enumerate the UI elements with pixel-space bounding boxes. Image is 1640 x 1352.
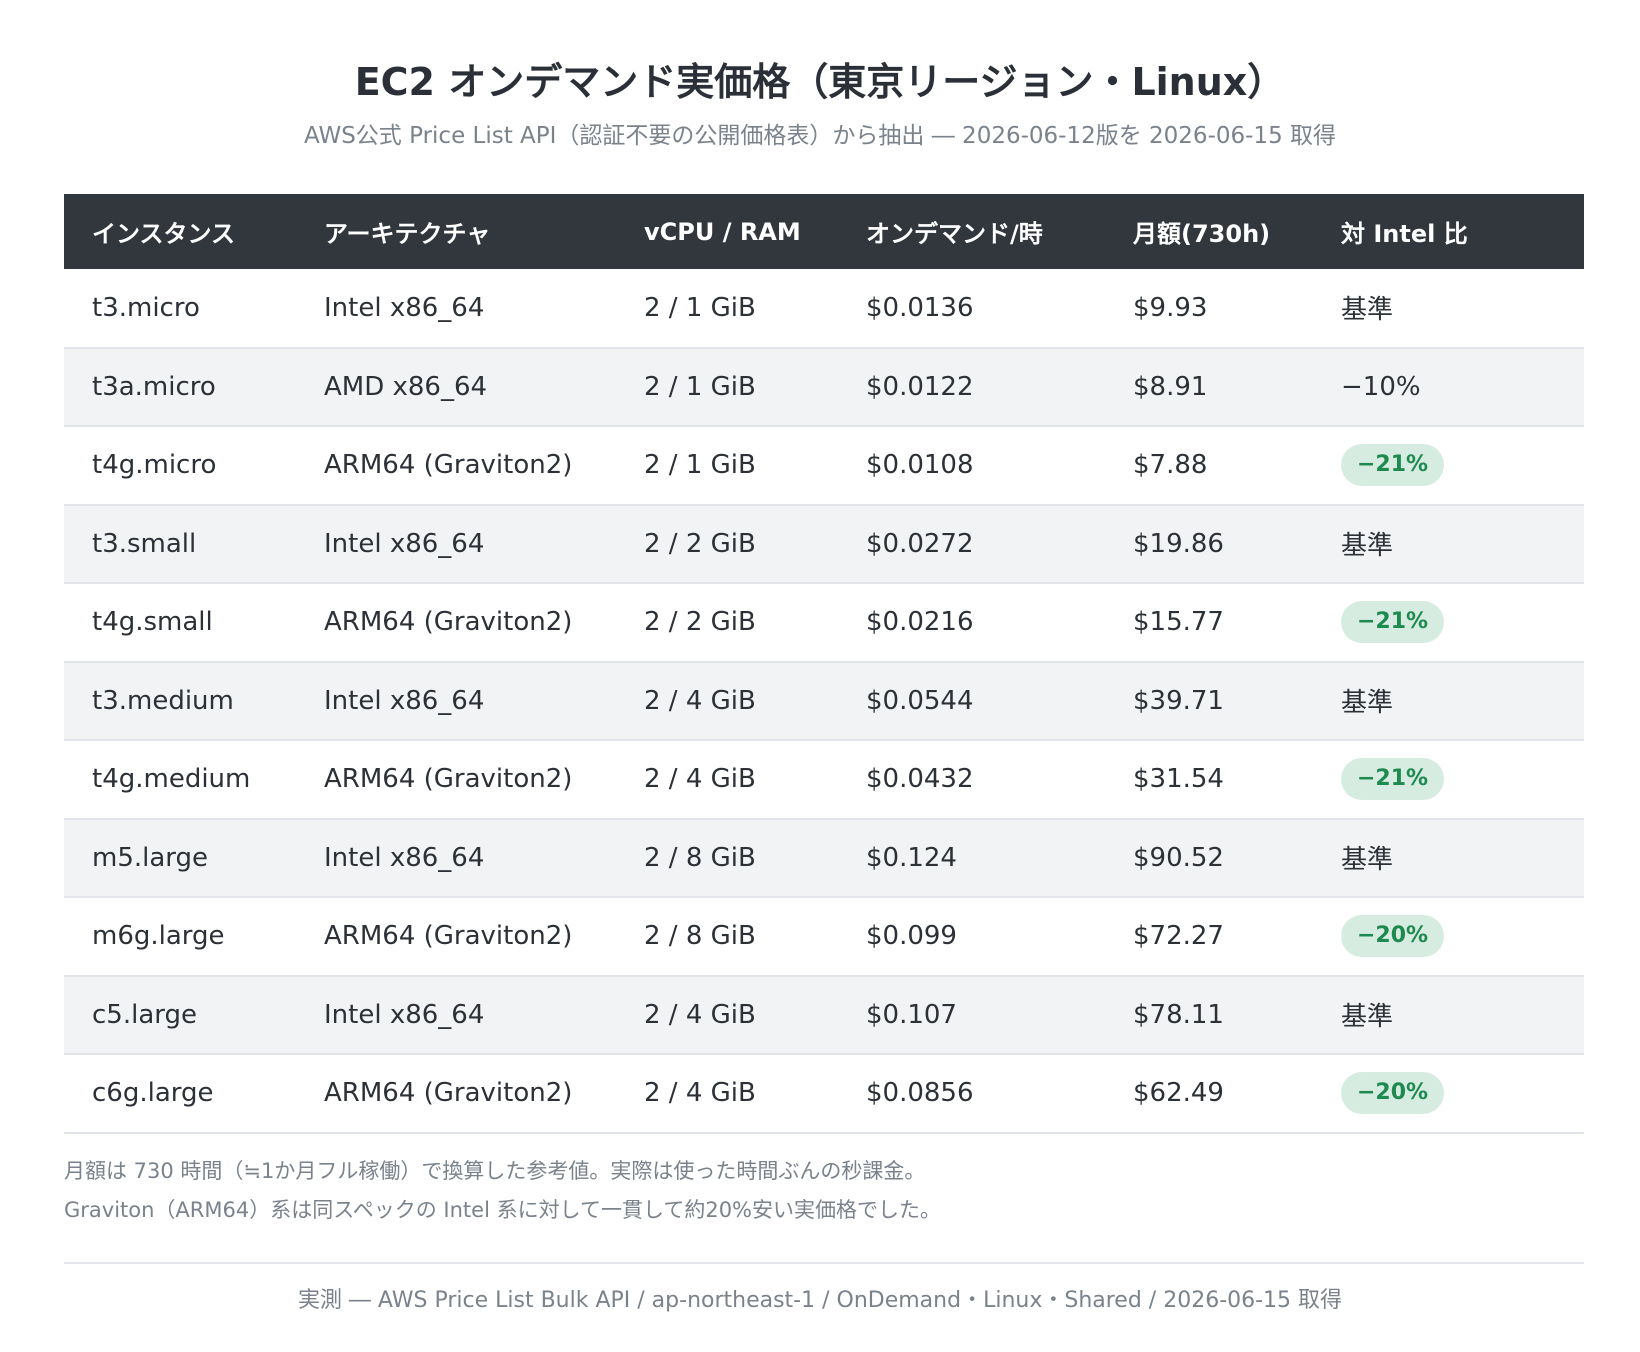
cell-vcpu-ram: 2 / 8 GiB [616,897,838,977]
cell-vcpu-ram: 2 / 4 GiB [616,661,838,741]
column-header-hourly: オンデマンド/時 [838,194,1105,269]
cell-intel-ratio: −20% [1313,897,1584,977]
cell-hourly-price: $0.0544 [838,661,1105,741]
table-row: m5.large Intel x86_64 2 / 8 GiB $0.124 $90.5… [64,818,1584,898]
cell-intel-ratio: 基準 [1313,975,1584,1055]
savings-badge: −21% [1341,758,1445,801]
table-row: t3.medium Intel x86_64 2 / 4 GiB $0.0544 $39… [64,661,1584,741]
cell-instance: c5.large [64,975,296,1055]
cell-instance: t3.micro [64,269,296,349]
table-row: t4g.small ARM64 (Graviton2) 2 / 2 GiB $0.02… [64,583,1584,663]
column-header-ratio: 対 Intel 比 [1313,194,1584,269]
cell-instance: t3.medium [64,661,296,741]
cell-hourly-price: $0.107 [838,975,1105,1055]
cell-vcpu-ram: 2 / 1 GiB [616,269,838,349]
cell-hourly-price: $0.0272 [838,504,1105,584]
page-title: EC2 オンデマンド実価格（東京リージョン・Linux） [354,60,1286,104]
cell-intel-ratio: −10% [1313,347,1584,427]
cell-vcpu-ram: 2 / 2 GiB [616,504,838,584]
cell-architecture: Intel x86_64 [296,818,616,898]
page-subtitle: AWS公式 Price List API（認証不要の公開価格表）から抽出 ― 2… [303,123,1337,149]
cell-monthly-price: $62.49 [1105,1054,1313,1134]
cell-vcpu-ram: 2 / 4 GiB [616,1054,838,1134]
cell-vcpu-ram: 2 / 8 GiB [616,818,838,898]
column-header-monthly: 月額(730h) [1105,194,1313,269]
table-row: c6g.large ARM64 (Graviton2) 2 / 4 GiB $0.08… [64,1054,1584,1134]
cell-vcpu-ram: 2 / 2 GiB [616,583,838,663]
cell-instance: m6g.large [64,897,296,977]
cell-instance: t4g.micro [64,426,296,506]
cell-hourly-price: $0.0856 [838,1054,1105,1134]
cell-hourly-price: $0.0108 [838,426,1105,506]
cell-instance: m5.large [64,818,296,898]
cell-intel-ratio: −20% [1313,1054,1584,1134]
note-line: Graviton（ARM64）系は同スペックの Intel 系に対して一貫して約… [64,1198,942,1222]
cell-architecture: Intel x86_64 [296,661,616,741]
savings-badge: −21% [1341,444,1445,487]
cell-monthly-price: $8.91 [1105,347,1313,427]
cell-intel-ratio: −21% [1313,426,1584,506]
cell-vcpu-ram: 2 / 1 GiB [616,347,838,427]
cell-monthly-price: $78.11 [1105,975,1313,1055]
column-header-architecture: アーキテクチャ [296,194,616,269]
notes: 月額は 730 時間（≒1か月フル稼働）で換算した参考値。実際は使った時間ぶんの… [64,1152,1584,1230]
table-row: m6g.large ARM64 (Graviton2) 2 / 8 GiB $0.09… [64,897,1584,977]
note-line: 月額は 730 時間（≒1か月フル稼働）で換算した参考値。実際は使った時間ぶんの… [64,1159,926,1183]
cell-monthly-price: $90.52 [1105,818,1313,898]
cell-instance: t4g.medium [64,740,296,820]
cell-architecture: Intel x86_64 [296,504,616,584]
cell-vcpu-ram: 2 / 4 GiB [616,975,838,1055]
table-body: t3.micro Intel x86_64 2 / 1 GiB $0.0136 $9.9… [64,269,1584,1134]
cell-monthly-price: $31.54 [1105,740,1313,820]
cell-architecture: ARM64 (Graviton2) [296,897,616,977]
cell-hourly-price: $0.0136 [838,269,1105,349]
savings-badge: −20% [1341,1072,1445,1115]
cell-intel-ratio: 基準 [1313,269,1584,349]
table-row: c5.large Intel x86_64 2 / 4 GiB $0.107 $78.1… [64,975,1584,1055]
cell-instance: c6g.large [64,1054,296,1134]
cell-architecture: AMD x86_64 [296,347,616,427]
table-row: t3a.micro AMD x86_64 2 / 1 GiB $0.0122 $8.91… [64,347,1584,427]
footer-divider [64,1262,1584,1264]
cell-intel-ratio: −21% [1313,740,1584,820]
cell-architecture: ARM64 (Graviton2) [296,426,616,506]
column-header-instance: インスタンス [64,194,296,269]
cell-instance: t3a.micro [64,347,296,427]
cell-monthly-price: $15.77 [1105,583,1313,663]
cell-architecture: Intel x86_64 [296,269,616,349]
cell-architecture: ARM64 (Graviton2) [296,740,616,820]
cell-architecture: ARM64 (Graviton2) [296,583,616,663]
cell-architecture: ARM64 (Graviton2) [296,1054,616,1134]
cell-hourly-price: $0.0216 [838,583,1105,663]
cell-monthly-price: $7.88 [1105,426,1313,506]
table-row: t3.micro Intel x86_64 2 / 1 GiB $0.0136 $9.9… [64,269,1584,349]
footer-source: 実測 ― AWS Price List Bulk API / ap-northe… [297,1288,1343,1313]
table-row: t4g.medium ARM64 (Graviton2) 2 / 4 GiB $0.0… [64,740,1584,820]
table-row: t4g.micro ARM64 (Graviton2) 2 / 1 GiB $0.01… [64,426,1584,506]
cell-monthly-price: $39.71 [1105,661,1313,741]
table-row: t3.small Intel x86_64 2 / 2 GiB $0.0272 $19.… [64,504,1584,584]
cell-monthly-price: $9.93 [1105,269,1313,349]
cell-intel-ratio: 基準 [1313,818,1584,898]
cell-hourly-price: $0.099 [838,897,1105,977]
cell-architecture: Intel x86_64 [296,975,616,1055]
savings-badge: −21% [1341,601,1445,644]
cell-vcpu-ram: 2 / 1 GiB [616,426,838,506]
cell-intel-ratio: 基準 [1313,661,1584,741]
cell-vcpu-ram: 2 / 4 GiB [616,740,838,820]
table-header-row: インスタンス アーキテクチャ vCPU / RAM オンデマンド/時 月額(73… [64,194,1584,269]
savings-badge: −20% [1341,915,1445,958]
cell-instance: t4g.small [64,583,296,663]
column-header-vcpu-ram: vCPU / RAM [616,194,838,269]
cell-instance: t3.small [64,504,296,584]
price-table: インスタンス アーキテクチャ vCPU / RAM オンデマンド/時 月額(73… [64,194,1584,1134]
cell-intel-ratio: 基準 [1313,504,1584,584]
cell-hourly-price: $0.0432 [838,740,1105,820]
cell-monthly-price: $72.27 [1105,897,1313,977]
cell-hourly-price: $0.0122 [838,347,1105,427]
cell-hourly-price: $0.124 [838,818,1105,898]
cell-intel-ratio: −21% [1313,583,1584,663]
cell-monthly-price: $19.86 [1105,504,1313,584]
